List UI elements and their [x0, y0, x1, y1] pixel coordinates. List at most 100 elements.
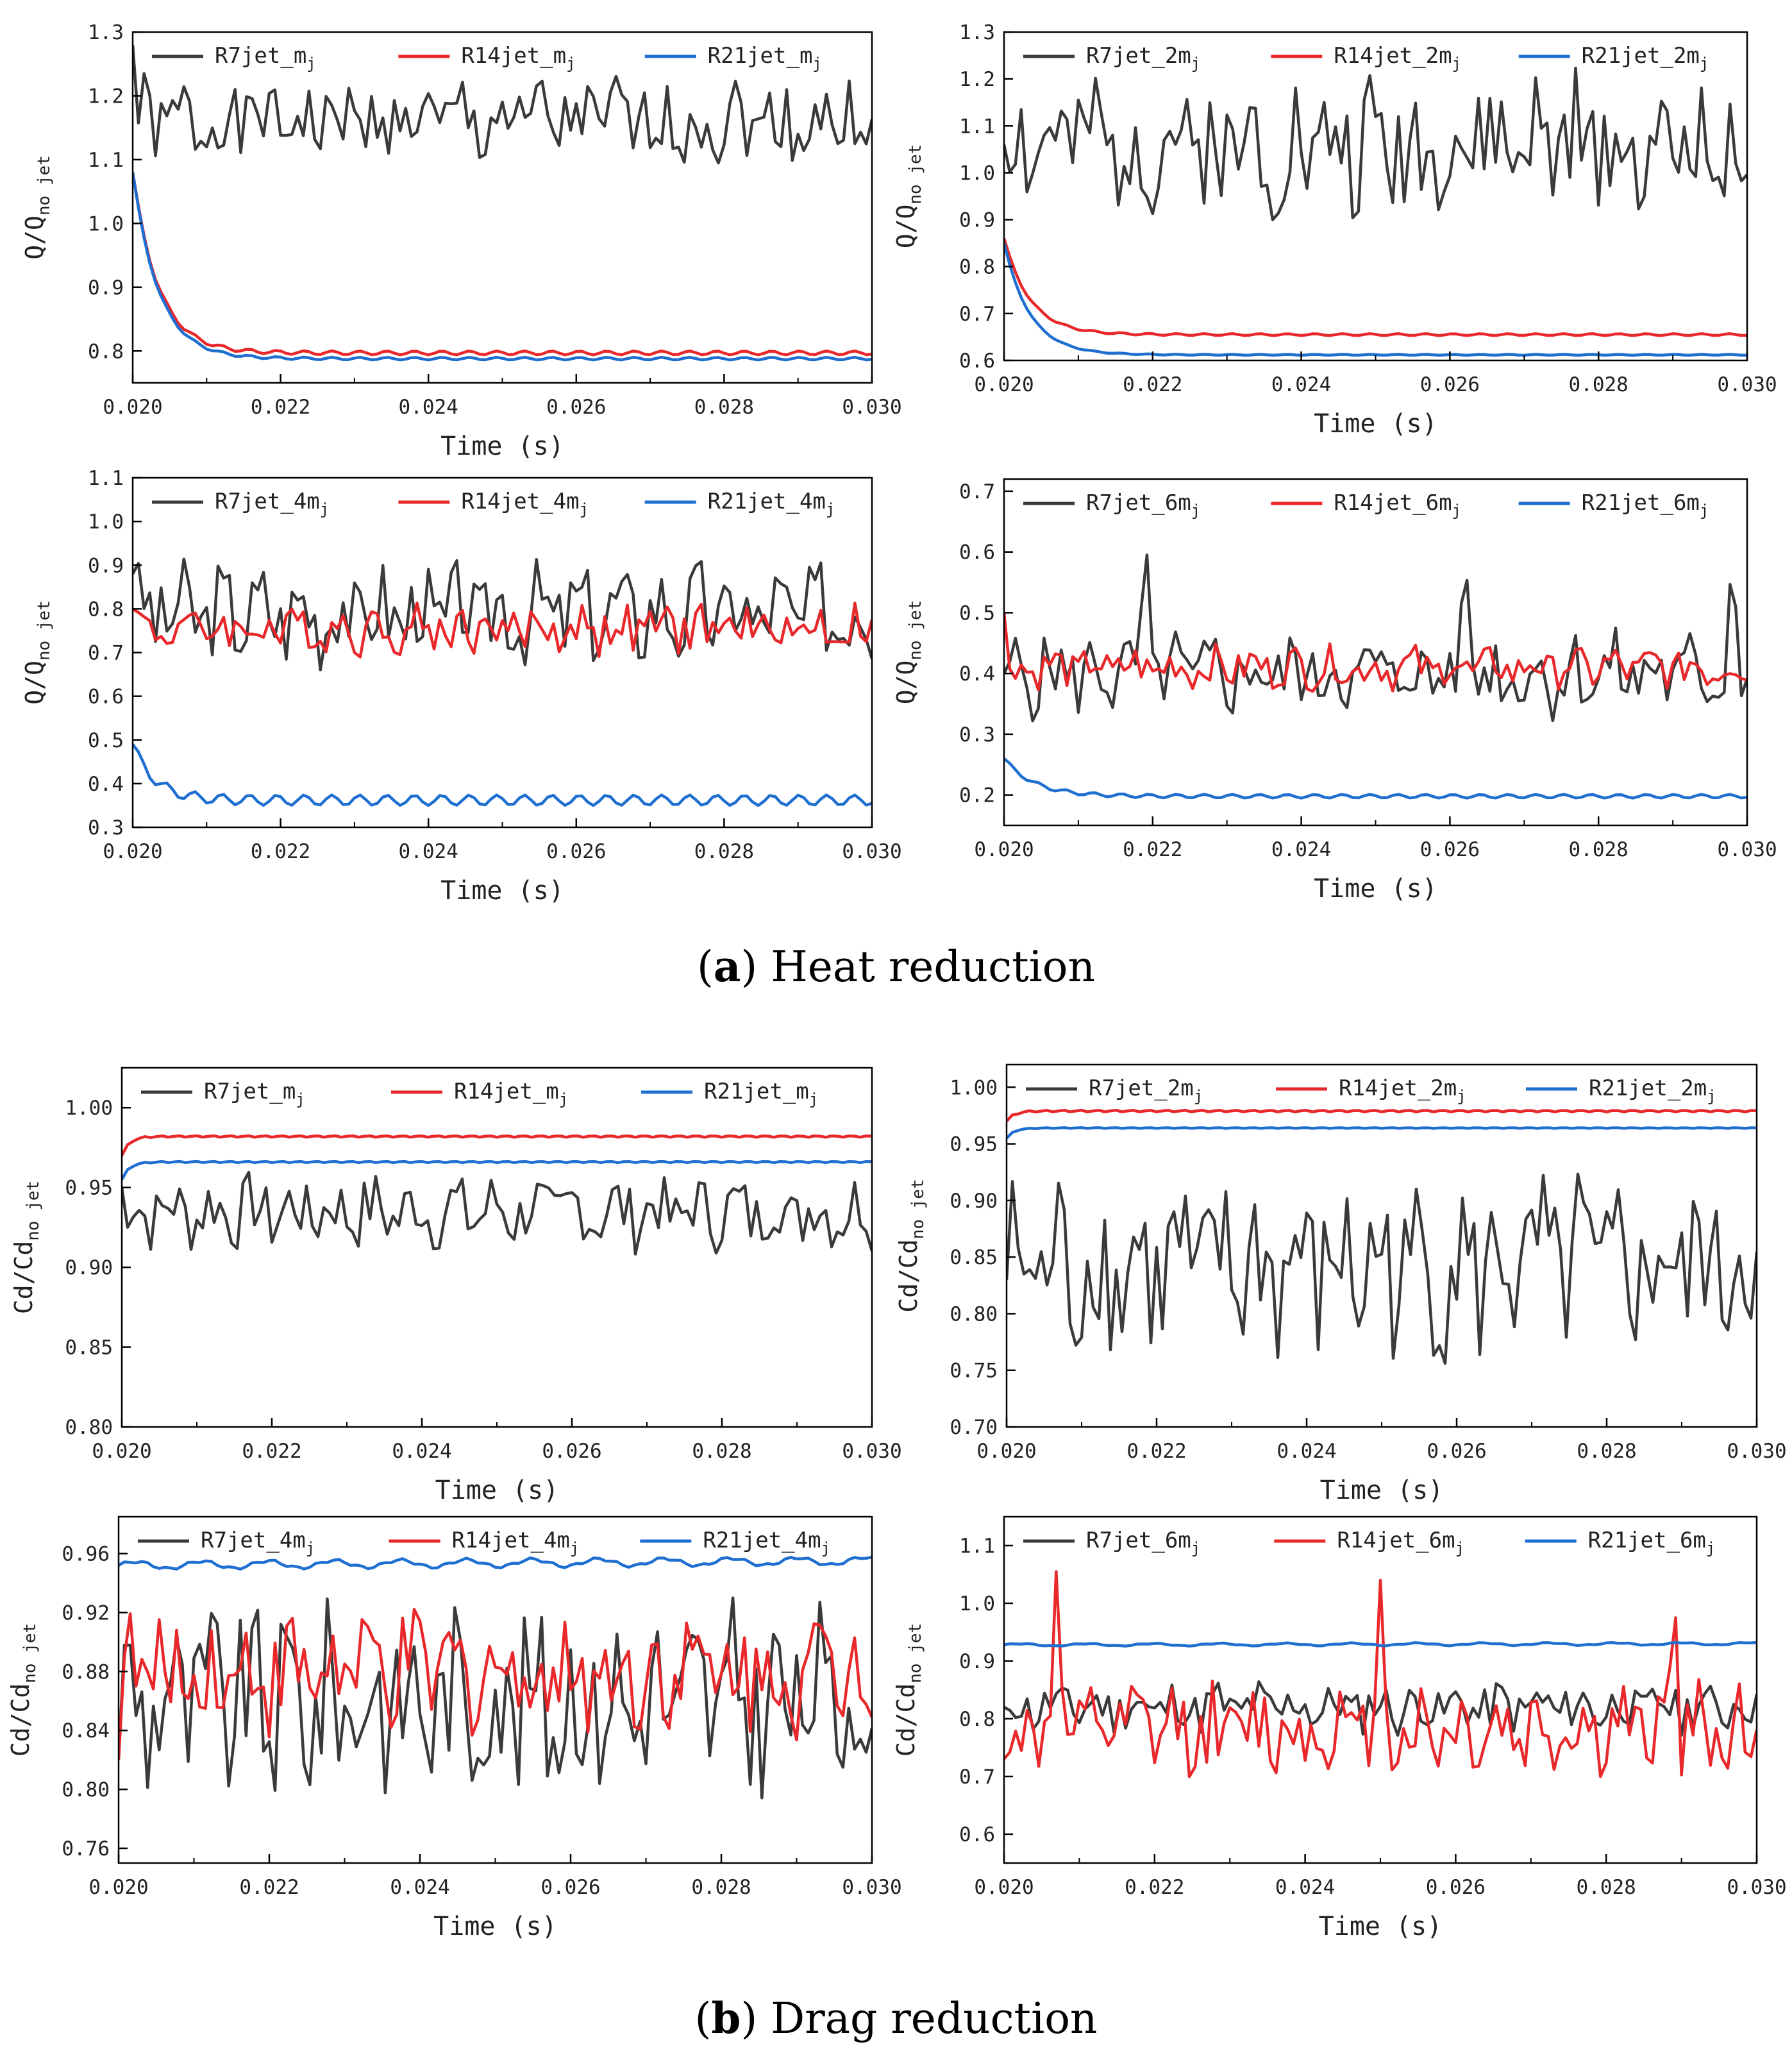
- legend-label-sub: j: [306, 55, 315, 72]
- legend-label: R14jet_2mj: [1334, 43, 1461, 72]
- y-tick-label: 1.0: [959, 162, 995, 185]
- x-tick-label: 0.028: [692, 1440, 751, 1463]
- series-group: [133, 557, 872, 807]
- x-tick-label: 0.022: [242, 1440, 301, 1463]
- chart-a2: 0.020 0.022 0.024 0.026 0.028 0.030 0.6 0.7 0.8 0…: [892, 21, 1777, 439]
- series-line-r21: [1004, 242, 1747, 357]
- y-tick-label: 0.95: [65, 1177, 113, 1200]
- y-tick-label: 1.0: [88, 212, 124, 235]
- x-tick-label: 0.020: [974, 1876, 1034, 1899]
- x-tick-label: 0.030: [842, 396, 901, 419]
- series-group: [1004, 553, 1747, 800]
- x-tick-label: 0.024: [399, 396, 458, 419]
- x-axis-label: Time (s): [440, 432, 564, 461]
- legend-label-sub: j: [559, 1090, 568, 1108]
- y-tick-label: 0.80: [950, 1303, 998, 1326]
- caption-a-letter: a: [713, 941, 741, 991]
- legend-label-sub: j: [320, 500, 329, 518]
- caption-b-letter: b: [711, 1993, 741, 2043]
- x-tick-label: 0.028: [1577, 1876, 1636, 1899]
- y-axis-label-sub: no jet: [906, 600, 925, 661]
- series-line-r21: [119, 1555, 872, 1571]
- x-tick-label: 0.024: [399, 840, 458, 863]
- legend: R7jet_4mj R14jet_4mj R21jet_4mj: [138, 1528, 830, 1557]
- legend-label-sub: j: [1707, 1087, 1716, 1105]
- x-tick-label: 0.030: [842, 1440, 901, 1463]
- chart-b4: 0.020 0.022 0.024 0.026 0.028 0.030 0.6 0.7 0.8 0…: [892, 1515, 1787, 1941]
- caption-heat-reduction: (a) Heat reduction: [697, 941, 1095, 991]
- x-axis-label: Time (s): [1314, 409, 1437, 439]
- legend-label-sub: j: [1194, 1087, 1203, 1105]
- x-tick-label: 0.020: [974, 373, 1034, 396]
- y-axis-label-sub: no jet: [906, 1623, 925, 1683]
- y-tick-label: 1.1: [88, 467, 124, 490]
- y-tick-label: 0.3: [88, 816, 124, 839]
- legend-label: R21jet_6mj: [1582, 490, 1709, 519]
- legend-label: R21jet_mj: [708, 43, 822, 72]
- x-tick-label: 0.020: [92, 1440, 151, 1463]
- y-axis-label-sub: no jet: [909, 1179, 928, 1239]
- plot-frame: [131, 31, 873, 384]
- y-tick-label: 0.7: [88, 642, 124, 665]
- x-tick-label: 0.026: [1420, 373, 1480, 396]
- y-axis-label: Q/Qno jet: [21, 600, 54, 705]
- legend-label-sub: j: [1452, 55, 1461, 72]
- x-tick-label: 0.030: [1727, 1440, 1786, 1463]
- x-axis-label: Time (s): [1320, 1476, 1444, 1505]
- x-tick-label: 0.020: [976, 1440, 1036, 1463]
- series-line-r21: [1004, 757, 1747, 800]
- x-tick-label: 0.022: [1123, 838, 1182, 861]
- legend-label-sub: j: [1706, 1539, 1715, 1557]
- y-tick-label: 0.8: [959, 1708, 995, 1731]
- x-tick-label: 0.026: [542, 1440, 601, 1463]
- x-tick-label: 0.030: [1717, 373, 1777, 396]
- legend-label-sub: j: [570, 1539, 579, 1557]
- legend-label: R21jet_6mj: [1588, 1528, 1716, 1557]
- series-line-r7: [133, 44, 872, 165]
- series-line-r7: [133, 557, 872, 671]
- y-axis-label-sub: no jet: [35, 600, 54, 661]
- series-group: [1004, 67, 1747, 357]
- legend-label: R21jet_mj: [704, 1079, 818, 1108]
- legend-label: R14jet_6mj: [1334, 490, 1461, 519]
- x-axis-label: Time (s): [1314, 874, 1437, 904]
- legend: R7jet_6mj R14jet_6mj R21jet_6mj: [1023, 490, 1709, 519]
- y-axis-label: Cd/Cdno jet: [6, 1623, 40, 1757]
- series-line-r7: [1004, 553, 1747, 723]
- x-tick-label: 0.020: [974, 838, 1034, 861]
- legend-label-sub: j: [1191, 55, 1200, 72]
- legend-label-sub: j: [1452, 502, 1461, 519]
- plot-frame: [1003, 31, 1748, 362]
- chart-b2: 0.020 0.022 0.024 0.026 0.028 0.030 0.70 0.75 0.…: [894, 1063, 1787, 1505]
- y-tick-label: 0.70: [950, 1416, 998, 1439]
- legend-label: R7jet_6mj: [1086, 1528, 1200, 1557]
- y-tick-label: 1.00: [65, 1097, 113, 1120]
- caption-drag-reduction: (b) Drag reduction: [694, 1993, 1098, 2043]
- legend: R7jet_2mj R14jet_2mj R21jet_2mj: [1026, 1075, 1716, 1105]
- legend-label-sub: j: [1457, 1087, 1466, 1105]
- x-tick-label: 0.022: [1125, 1876, 1184, 1899]
- legend-label: R21jet_2mj: [1582, 43, 1709, 72]
- y-tick-label: 0.6: [88, 686, 124, 709]
- y-tick-label: 0.8: [959, 256, 995, 279]
- y-tick-label: 1.2: [959, 68, 995, 91]
- y-tick-label: 0.5: [88, 729, 124, 752]
- y-axis-label: Q/Qno jet: [21, 155, 54, 260]
- x-tick-label: 0.028: [691, 1876, 751, 1899]
- legend-label: R7jet_2mj: [1089, 1075, 1203, 1105]
- legend-label-sub: j: [1700, 55, 1709, 72]
- x-tick-label: 0.020: [103, 396, 162, 419]
- legend-label: R14jet_6mj: [1337, 1528, 1464, 1557]
- x-tick-label: 0.030: [842, 1876, 901, 1899]
- legend-label: R14jet_2mj: [1339, 1075, 1466, 1105]
- y-tick-label: 0.80: [65, 1416, 113, 1439]
- x-tick-label: 0.030: [1727, 1876, 1786, 1899]
- legend-label: R7jet_6mj: [1086, 490, 1200, 519]
- y-tick-label: 0.76: [62, 1837, 110, 1860]
- legend-label: R7jet_4mj: [215, 489, 329, 518]
- x-tick-label: 0.024: [392, 1440, 451, 1463]
- y-tick-label: 0.92: [62, 1601, 110, 1624]
- y-axis-label: Cd/Cdno jet: [892, 1623, 925, 1757]
- x-tick-label: 0.026: [1420, 838, 1480, 861]
- y-tick-label: 0.8: [88, 340, 124, 363]
